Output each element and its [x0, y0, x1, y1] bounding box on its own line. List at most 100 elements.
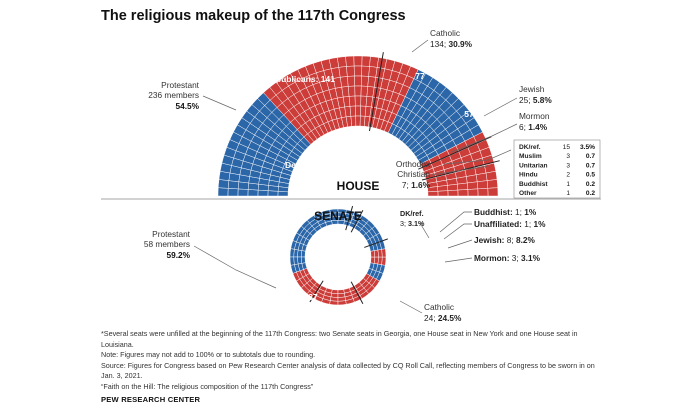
- note-rounding: Note: Figures may not add to 100% or to …: [101, 350, 316, 360]
- house-small-group-count: 1: [566, 181, 570, 188]
- senate-seat-mark: [345, 209, 355, 216]
- house-catholic-detail: 134; 30.9%: [430, 39, 473, 49]
- house-seat-mark: [485, 170, 498, 181]
- house-jewish-detail: 25; 5.8%: [519, 95, 552, 105]
- house-catholic-name: Catholic: [430, 28, 460, 38]
- senate-unaffiliated-leader: [443, 223, 472, 240]
- house-seat-mark: [338, 66, 348, 78]
- footer-credit: PEW RESEARCH CENTER: [101, 395, 201, 404]
- senate-seat-mark: [366, 219, 376, 229]
- house-seat-mark: [467, 188, 479, 197]
- senate-protestant-leader: [193, 245, 277, 289]
- house-seat-mark: [350, 115, 357, 127]
- senate-seat-mark: [301, 250, 306, 258]
- house-orthodox-name2: Christian: [397, 169, 430, 179]
- religion-dividers: [309, 52, 500, 305]
- house-jewish-leader: [483, 97, 518, 117]
- senate-catholic-republicans-label: 10: [422, 263, 432, 273]
- senate-seat-mark: [381, 248, 387, 258]
- house-seat-mark: [267, 190, 279, 197]
- house-seat-mark: [477, 188, 489, 197]
- senate-seat-mark: [313, 295, 324, 303]
- senate-seat-ring: [289, 208, 387, 306]
- house-heading: HOUSE: [337, 179, 380, 193]
- house-seat-mark: [347, 75, 355, 87]
- house-seat-mark: [337, 56, 347, 68]
- house-seat-mark: [237, 188, 249, 197]
- senate-seat-mark: [313, 211, 324, 219]
- house-orthodox-name: Orthodox: [396, 159, 431, 169]
- house-seat-mark: [354, 85, 362, 97]
- senate-seat-mark: [379, 264, 386, 274]
- house-small-group-pct: 0.2: [586, 190, 595, 197]
- house-small-groups-leader: [443, 149, 512, 165]
- senate-buddhist-leader: [439, 211, 472, 233]
- senate-seat-mark: [370, 250, 375, 258]
- house-divider-protestant-catholic: [368, 52, 384, 132]
- senate-seat-mark: [331, 289, 339, 294]
- senate-seat-mark: [370, 256, 375, 264]
- house-seat-mark: [360, 85, 369, 97]
- senate-seat-mark: [337, 289, 345, 294]
- senate-protestant-members: 58 members: [144, 239, 190, 249]
- house-seat-mark: [257, 189, 269, 197]
- senate-seat-mark: [300, 285, 310, 295]
- house-catholic-republicans-label: 57: [464, 109, 474, 119]
- house-seat-mark: [353, 55, 363, 67]
- house-seat-mark: [486, 179, 498, 189]
- house-seat-mark: [349, 105, 356, 117]
- senate-seat-mark: [292, 232, 300, 243]
- house-mormon-detail: 6; 1.4%: [519, 122, 548, 132]
- senate-seat-mark: [306, 215, 317, 224]
- house-protestant-name: Protestant: [161, 80, 200, 90]
- house-protestant-members: 236 members: [148, 90, 199, 100]
- house-seat-mark: [361, 75, 369, 87]
- senate-seat-mark: [296, 225, 305, 236]
- note-report: “Faith on the Hill: The religious compos…: [101, 381, 314, 391]
- senate-seat-mark: [296, 278, 305, 289]
- senate-catholic-detail: 24; 24.5%: [424, 313, 462, 323]
- house-seat-mark: [447, 183, 459, 191]
- senate-heading: SENATE: [314, 209, 362, 223]
- senate-unaffiliated-label: Unaffiliated: 1; 1%: [474, 219, 546, 229]
- senate-seat-mark: [292, 271, 300, 282]
- senate-seat-mark: [381, 256, 387, 266]
- house-small-group-pct: 0.2: [586, 181, 595, 188]
- senate-catholic-name: Catholic: [424, 302, 454, 312]
- house-small-group-pct: 3.5%: [580, 144, 595, 151]
- house-seat-mark: [457, 189, 469, 197]
- house-small-group-count: 2: [566, 172, 570, 179]
- house-seat-mark: [437, 190, 449, 197]
- house-small-group-pct: 0.7: [586, 162, 595, 169]
- senate-seat-mark: [301, 256, 306, 264]
- house-small-group-name: Hindu: [519, 172, 538, 179]
- house-seat-mark: [247, 189, 259, 197]
- senate-divider-unaffiliated: [350, 209, 364, 233]
- house-seat-mark: [217, 187, 229, 197]
- house-protestant-leader: [202, 95, 237, 111]
- senate-seat-mark: [337, 300, 347, 306]
- senate-seat-mark: [289, 256, 295, 266]
- senate-divider-protestant-catholic: [309, 280, 324, 303]
- senate-buddhist-label: Buddhist: 1; 1%: [474, 207, 537, 217]
- chart-title: The religious makeup of the 117th Congre…: [101, 8, 406, 24]
- house-small-group-count: 15: [563, 144, 571, 151]
- house-seat-mark: [227, 180, 240, 190]
- senate-seat-mark: [371, 278, 380, 289]
- labels: Democrats: 95 Republicans: 141 77 57 HOUSE Pr…: [144, 28, 601, 323]
- senate-jewish-label: Jewish: 8; 8.2%: [474, 235, 536, 245]
- house-seat-mark: [345, 55, 355, 67]
- note-source: Source: Figures for Congress based on Pe…: [101, 360, 595, 381]
- senate-seat-mark: [289, 248, 295, 258]
- house-seat-mark: [427, 191, 439, 197]
- senate-mormon-label: Mormon: 3; 3.1%: [474, 253, 541, 263]
- senate-seat-mark: [321, 209, 331, 216]
- house-small-group-name: Unitarian: [519, 162, 548, 169]
- house-mormon-name: Mormon: [519, 111, 550, 121]
- house-orthodox-leader: [431, 165, 489, 176]
- house-seat-mark: [354, 95, 362, 107]
- senate-dkref-leader: [419, 222, 430, 239]
- senate-catholic-leader: [399, 300, 423, 314]
- senate-seat-mark: [345, 298, 355, 305]
- senate-protestant-democrats-label: 21: [254, 232, 264, 242]
